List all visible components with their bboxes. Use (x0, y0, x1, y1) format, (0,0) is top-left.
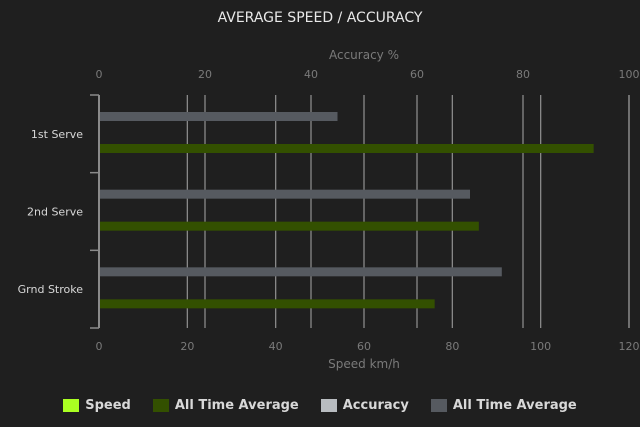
category-label: 1st Serve (31, 128, 83, 141)
bottom-tick-label: 20 (180, 340, 194, 353)
top-axis-label: Accuracy % (329, 48, 399, 62)
legend-item[interactable]: Speed (63, 398, 131, 413)
category-label: 2nd Serve (27, 206, 83, 219)
legend-swatch (430, 399, 447, 412)
category-label: Grnd Stroke (18, 283, 84, 296)
legend-item[interactable]: All Time Average (430, 398, 577, 413)
legend-label: All Time Average (174, 398, 299, 413)
bottom-tick-label: 100 (530, 340, 551, 353)
bar-all-time-average (100, 221, 479, 231)
top-tick-label: 40 (304, 68, 318, 81)
legend-label: Speed (85, 398, 131, 413)
bottom-tick-label: 60 (357, 340, 371, 353)
bar-all-time-average (100, 299, 435, 309)
chart-title: AVERAGE SPEED / ACCURACY (218, 10, 423, 26)
legend-label: All Time Average (452, 398, 577, 413)
legend-item[interactable]: Accuracy (320, 398, 409, 413)
bar-all-time-average (100, 267, 502, 277)
bottom-tick-label: 80 (445, 340, 459, 353)
bar-all-time-average (100, 112, 338, 121)
bottom-tick-label: 0 (96, 340, 103, 353)
legend-label: Accuracy (342, 398, 409, 413)
bottom-tick-label: 120 (619, 340, 640, 353)
legend: Speed All Time Average Accuracy All Time Av… (0, 398, 640, 413)
legend-swatch (320, 399, 337, 412)
bar-all-time-average (100, 189, 470, 199)
bar-all-time-average (100, 144, 594, 153)
top-tick-label: 20 (198, 68, 212, 81)
legend-swatch (152, 399, 169, 412)
top-tick-label: 100 (619, 68, 640, 81)
top-tick-label: 80 (516, 68, 530, 81)
top-tick-label: 0 (96, 68, 103, 81)
top-tick-label: 60 (410, 68, 424, 81)
legend-item[interactable]: All Time Average (152, 398, 299, 413)
bottom-tick-label: 40 (269, 340, 283, 353)
legend-swatch (63, 399, 80, 412)
bottom-axis-label: Speed km/h (328, 357, 400, 371)
